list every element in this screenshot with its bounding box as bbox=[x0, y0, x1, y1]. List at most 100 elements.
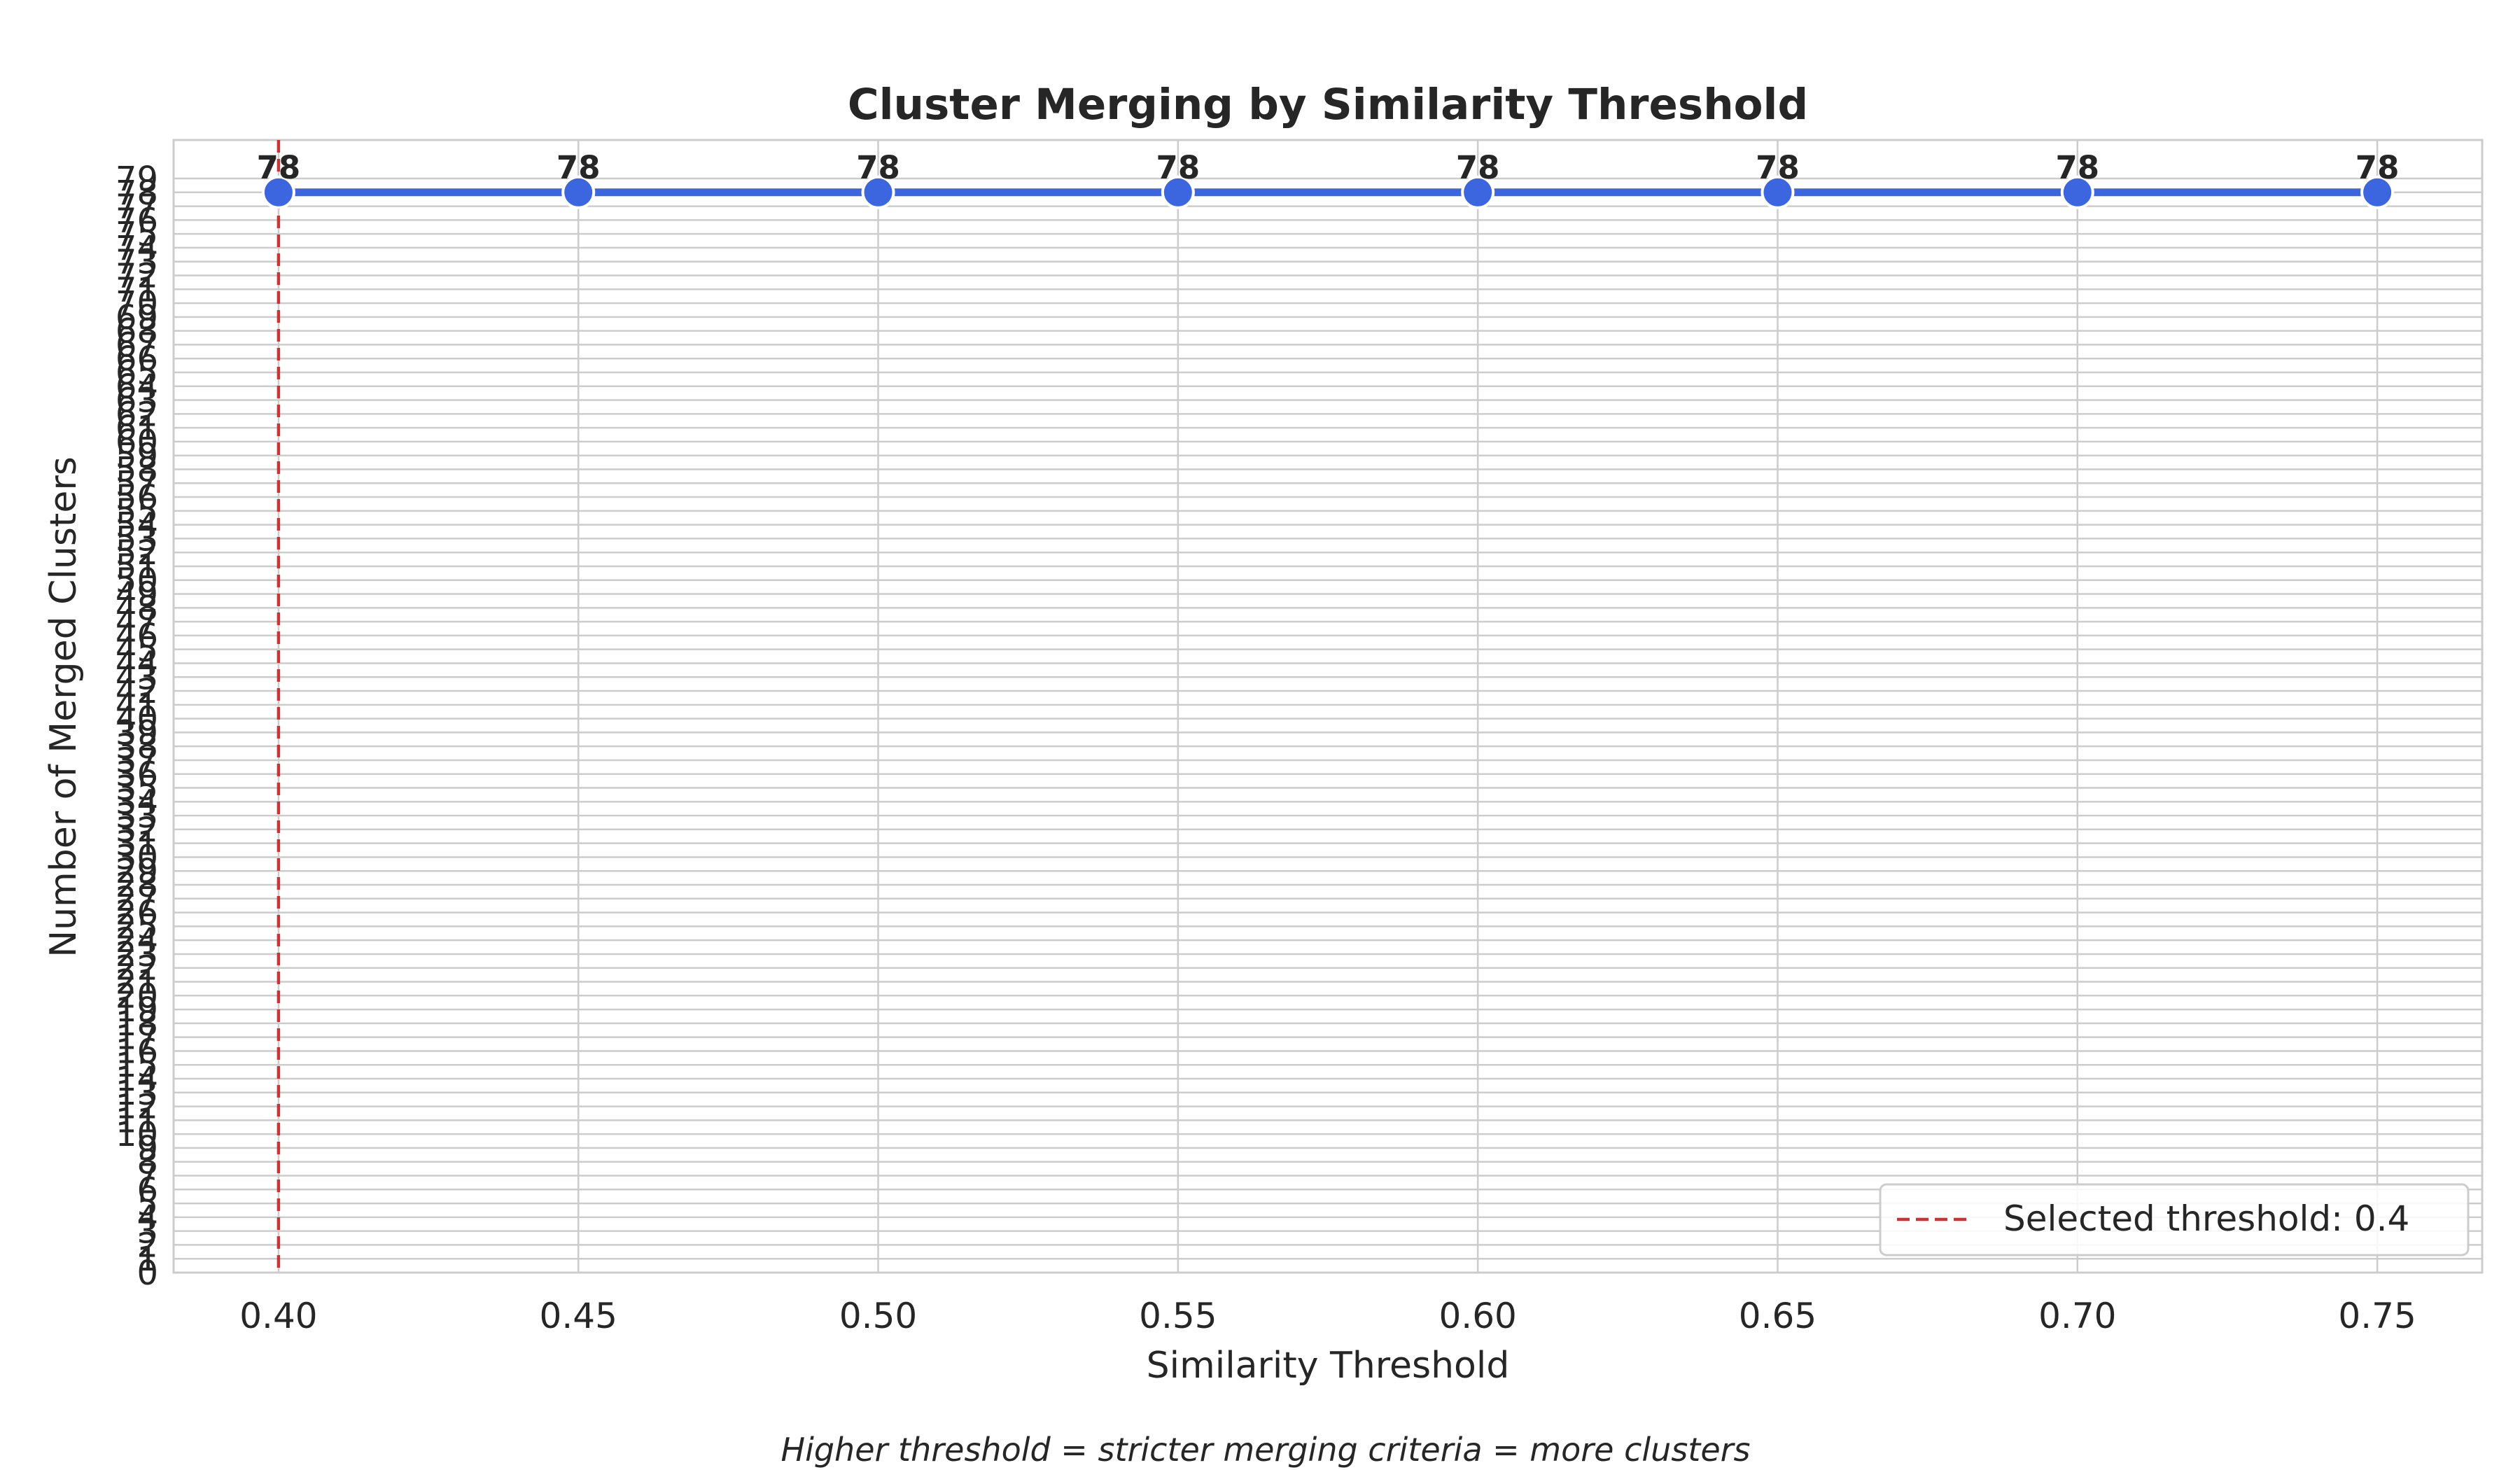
y-tick-label: 10 bbox=[115, 1115, 158, 1154]
data-label: 78 bbox=[856, 149, 900, 186]
y-tick-label: 2 bbox=[136, 1226, 158, 1265]
y-axis-label: Number of Merged Clusters bbox=[43, 456, 85, 958]
data-point bbox=[561, 175, 596, 209]
data-point bbox=[2360, 175, 2395, 209]
y-tick-label: 33 bbox=[115, 797, 158, 836]
y-tick-label: 77 bbox=[115, 188, 158, 227]
y-tick-label: 62 bbox=[115, 395, 158, 434]
series-merged-clusters bbox=[261, 175, 2395, 209]
y-tick-label: 34 bbox=[115, 783, 158, 822]
y-tick-label: 49 bbox=[115, 575, 158, 615]
y-tick-label: 37 bbox=[115, 741, 158, 780]
y-tick-label: 48 bbox=[115, 589, 158, 628]
x-axis-label: Similarity Threshold bbox=[1147, 1345, 1510, 1387]
y-tick-label: 45 bbox=[115, 631, 158, 670]
y-tick-label: 41 bbox=[115, 686, 158, 725]
data-label: 78 bbox=[2055, 149, 2099, 186]
y-tick-label: 63 bbox=[115, 382, 158, 421]
data-point bbox=[1461, 175, 1495, 209]
y-tick-label: 14 bbox=[115, 1060, 158, 1099]
y-tick-label: 32 bbox=[115, 811, 158, 850]
y-tick-label: 27 bbox=[115, 880, 158, 919]
y-tick-label: 40 bbox=[115, 700, 158, 739]
chart-title: Cluster Merging by Similarity Threshold bbox=[848, 80, 1808, 130]
y-tick-label: 35 bbox=[115, 769, 158, 808]
y-tick-label: 39 bbox=[115, 713, 158, 752]
y-tick-label: 8 bbox=[136, 1143, 158, 1182]
legend-box bbox=[1879, 1183, 2470, 1256]
y-tick-label: 53 bbox=[115, 519, 158, 559]
y-tick-label: 30 bbox=[115, 838, 158, 877]
y-tick-label: 21 bbox=[115, 963, 158, 1002]
data-labels: 78 78 78 78 78 78 78 78 bbox=[257, 149, 2400, 186]
y-tick-label: 61 bbox=[115, 409, 158, 448]
y-tick-label: 50 bbox=[115, 561, 158, 601]
y-tick-label: 74 bbox=[115, 229, 158, 268]
y-tick-label: 51 bbox=[115, 547, 158, 587]
y-tick-label: 60 bbox=[115, 423, 158, 462]
y-tick-label: 6 bbox=[136, 1170, 158, 1210]
y-tick-label: 71 bbox=[115, 270, 158, 309]
data-label: 78 bbox=[556, 149, 601, 186]
y-tick-label: 52 bbox=[115, 533, 158, 573]
data-point bbox=[261, 175, 295, 209]
y-tick-label: 13 bbox=[115, 1074, 158, 1113]
data-label: 78 bbox=[257, 149, 301, 186]
x-tick-label: 0.60 bbox=[1438, 1296, 1516, 1336]
y-tick-label: 58 bbox=[115, 450, 158, 489]
y-tick-label: 25 bbox=[115, 907, 158, 946]
y-tick-label: 29 bbox=[115, 852, 158, 891]
y-tick-label: 79 bbox=[115, 160, 158, 199]
x-tick-label: 0.45 bbox=[540, 1296, 617, 1336]
y-tick-label: 3 bbox=[136, 1212, 158, 1252]
y-tick-label: 19 bbox=[115, 990, 158, 1030]
y-tick-label: 20 bbox=[115, 976, 158, 1016]
y-tick-label: 5 bbox=[136, 1184, 158, 1224]
data-label: 78 bbox=[1156, 149, 1200, 186]
y-tick-label: 55 bbox=[115, 492, 158, 531]
y-tick-label: 65 bbox=[115, 354, 158, 393]
y-tick-label: 9 bbox=[136, 1129, 158, 1168]
y-tick-labels: 0123456789101112131415161718192021222324… bbox=[115, 160, 158, 1293]
y-tick-label: 57 bbox=[115, 464, 158, 503]
y-tick-label: 59 bbox=[115, 437, 158, 476]
legend-label-threshold: Selected threshold: 0.4 bbox=[2003, 1198, 2409, 1239]
chart-caption: Higher threshold = stricter merging crit… bbox=[780, 1431, 1750, 1469]
y-tick-label: 64 bbox=[115, 368, 158, 407]
y-tick-label: 36 bbox=[115, 755, 158, 794]
data-label: 78 bbox=[1456, 149, 1500, 186]
y-tick-label: 56 bbox=[115, 478, 158, 517]
y-tick-label: 28 bbox=[115, 866, 158, 905]
y-tick-label: 54 bbox=[115, 506, 158, 545]
y-tick-label: 23 bbox=[115, 935, 158, 974]
y-tick-label: 12 bbox=[115, 1088, 158, 1127]
data-label: 78 bbox=[2356, 149, 2400, 186]
data-point bbox=[861, 175, 895, 209]
y-tick-label: 26 bbox=[115, 894, 158, 933]
x-tick-label: 0.55 bbox=[1139, 1296, 1217, 1336]
x-tick-label: 0.70 bbox=[2038, 1296, 2116, 1336]
y-tick-label: 1 bbox=[136, 1240, 158, 1279]
data-point bbox=[2060, 175, 2094, 209]
y-tick-label: 7 bbox=[136, 1157, 158, 1196]
x-tick-labels: 0.40 0.45 0.50 0.55 0.60 0.65 0.70 0.75 bbox=[239, 1296, 2416, 1336]
data-point bbox=[1161, 175, 1195, 209]
y-tick-label: 75 bbox=[115, 215, 158, 254]
y-tick-label: 68 bbox=[115, 312, 158, 351]
y-tick-label: 78 bbox=[115, 174, 158, 213]
legend: Selected threshold: 0.4 bbox=[1879, 1183, 2470, 1256]
x-tick-label: 0.50 bbox=[839, 1296, 917, 1336]
y-tick-label: 4 bbox=[136, 1198, 158, 1238]
y-tick-label: 16 bbox=[115, 1032, 158, 1071]
y-tick-label: 66 bbox=[115, 340, 158, 379]
x-tick-label: 0.40 bbox=[239, 1296, 317, 1336]
plot-frame bbox=[172, 139, 2484, 1274]
y-tick-label: 11 bbox=[115, 1101, 158, 1140]
y-tick-label: 31 bbox=[115, 825, 158, 864]
grid bbox=[174, 140, 2482, 1274]
y-tick-label: 18 bbox=[115, 1004, 158, 1044]
y-tick-label: 46 bbox=[115, 617, 158, 656]
y-tick-label: 22 bbox=[115, 949, 158, 988]
y-tick-label: 47 bbox=[115, 603, 158, 642]
